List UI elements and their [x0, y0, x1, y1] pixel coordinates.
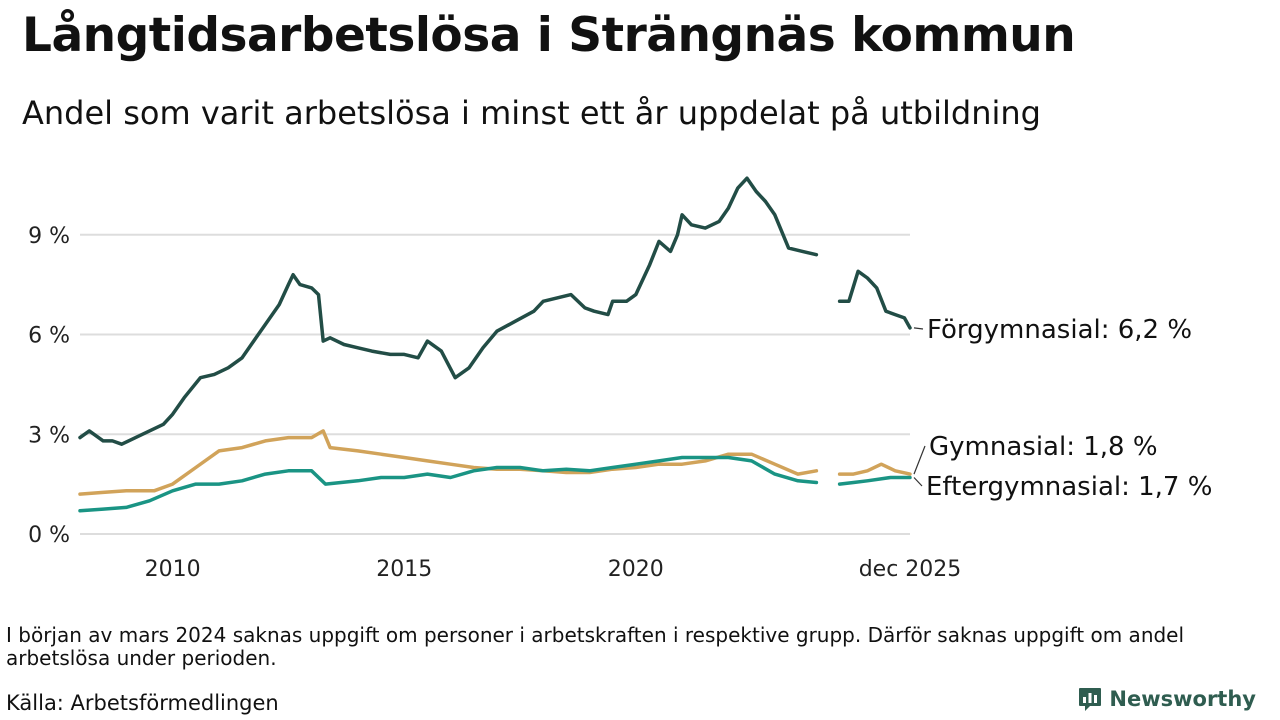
series-end-labels: Förgymnasial: 6,2 % Gymnasial: 1,8 % Efter…	[913, 315, 1212, 502]
y-tick-label: 6 %	[28, 324, 70, 349]
gridlines	[80, 233, 910, 535]
x-axis-ticks: 2010 2015 2020 dec 2025	[145, 557, 962, 582]
footnote: I början av mars 2024 saknas uppgift om …	[6, 623, 1185, 670]
series-label-gymnasial: Gymnasial: 1,8 %	[929, 432, 1158, 462]
x-tick-label: 2010	[145, 557, 201, 582]
chart-title: Långtidsarbetslösa i Strängnäs kommun	[22, 8, 1076, 63]
y-tick-label: 9 %	[28, 224, 70, 249]
label-leader-line	[913, 477, 923, 487]
y-tick-label: 3 %	[28, 423, 70, 448]
source-label: Källa: Arbetsförmedlingen	[6, 691, 279, 715]
series-line-gymnasial	[78, 429, 819, 496]
x-tick-label: 2015	[376, 557, 432, 582]
series-label-förgymnasial: Förgymnasial: 6,2 %	[927, 315, 1192, 345]
series-line-förgymnasial	[837, 269, 912, 330]
y-axis-ticks: 0 % 3 % 6 % 9 %	[28, 224, 70, 548]
series-line-förgymnasial	[78, 176, 819, 446]
label-leader-line	[913, 327, 924, 330]
chart-subtitle: Andel som varit arbetslösa i minst ett å…	[22, 94, 1041, 132]
newsworthy-logo-icon	[1079, 688, 1102, 711]
series-line-eftergymnasial	[78, 455, 819, 513]
brand-logo: Newsworthy	[1077, 686, 1256, 712]
line-chart: 0 % 3 % 6 % 9 % 2010 2015 2020 dec 2025 Förgym…	[28, 176, 1212, 582]
series-label-eftergymnasial: Eftergymnasial: 1,7 %	[926, 472, 1212, 502]
brand-name: Newsworthy	[1109, 687, 1256, 711]
series-lines	[78, 176, 912, 513]
y-tick-label: 0 %	[28, 523, 70, 548]
series-line-gymnasial	[837, 462, 912, 476]
x-tick-label: 2020	[608, 557, 664, 582]
label-leader-line	[913, 445, 926, 475]
series-line-eftergymnasial	[837, 475, 912, 486]
x-tick-label: dec 2025	[859, 557, 962, 582]
